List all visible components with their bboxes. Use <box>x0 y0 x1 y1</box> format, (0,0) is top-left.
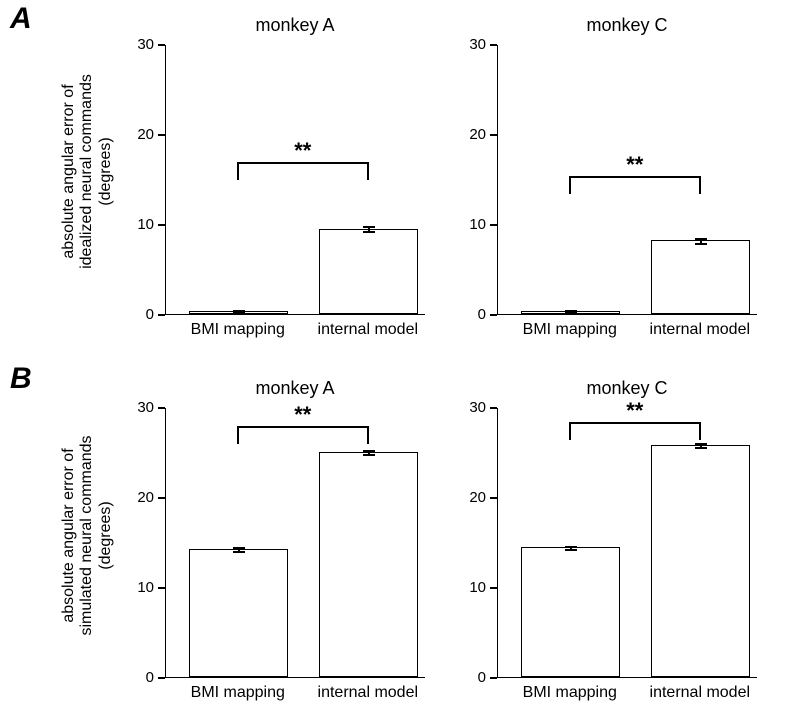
significance-bracket <box>367 426 369 444</box>
ytick <box>490 497 497 499</box>
ytick-label: 20 <box>452 126 486 143</box>
ytick-label: 30 <box>120 399 154 416</box>
ytick <box>490 407 497 409</box>
ytick-label: 30 <box>452 36 486 53</box>
error-cap <box>565 546 577 548</box>
plot-area <box>165 408 425 678</box>
xtick-label: BMI mapping <box>169 684 307 702</box>
significance-label: ** <box>605 398 665 424</box>
error-cap <box>695 447 707 449</box>
bar <box>521 547 620 677</box>
ytick-label: 20 <box>120 126 154 143</box>
ytick-label: 10 <box>120 579 154 596</box>
significance-bracket <box>569 422 571 440</box>
significance-bracket <box>569 176 571 194</box>
error-cap <box>363 450 375 452</box>
bar <box>189 549 288 677</box>
ytick-label: 20 <box>452 489 486 506</box>
ytick-label: 30 <box>120 36 154 53</box>
xtick-label: internal model <box>299 684 437 702</box>
ytick-label: 20 <box>120 489 154 506</box>
panel-label-a: A <box>10 2 32 36</box>
error-cap <box>363 231 375 233</box>
bar <box>651 240 750 314</box>
error-cap <box>565 549 577 551</box>
ytick-label: 0 <box>120 669 154 686</box>
panel-title: monkey A <box>165 378 425 399</box>
error-cap <box>565 312 577 314</box>
error-cap <box>233 312 245 314</box>
panel-title: monkey C <box>497 378 757 399</box>
panel-title: monkey A <box>165 15 425 36</box>
ytick <box>158 587 165 589</box>
ytick <box>490 224 497 226</box>
ytick <box>490 44 497 46</box>
ytick-label: 0 <box>452 669 486 686</box>
bar <box>319 452 418 677</box>
error-cap <box>233 547 245 549</box>
plot-area <box>497 45 757 315</box>
significance-bracket <box>367 162 369 180</box>
panel-title: monkey C <box>497 15 757 36</box>
y-axis-label-row-1: absolute angular error of simulated neur… <box>60 388 115 683</box>
xtick-label: BMI mapping <box>501 321 639 339</box>
ytick <box>158 134 165 136</box>
error-cap <box>695 443 707 445</box>
ytick <box>490 677 497 679</box>
ytick <box>490 587 497 589</box>
plot-area <box>497 408 757 678</box>
xtick-label: internal model <box>631 684 769 702</box>
error-cap <box>363 454 375 456</box>
error-cap <box>695 238 707 240</box>
significance-label: ** <box>273 402 333 428</box>
significance-bracket <box>699 176 701 194</box>
ytick-label: 10 <box>452 216 486 233</box>
ytick-label: 10 <box>452 579 486 596</box>
significance-label: ** <box>605 152 665 178</box>
bar <box>319 229 418 315</box>
error-cap <box>363 226 375 228</box>
ytick <box>158 497 165 499</box>
ytick-label: 0 <box>452 306 486 323</box>
ytick <box>158 224 165 226</box>
y-axis-label-row-0: absolute angular error of idealized neur… <box>60 24 115 319</box>
significance-bracket <box>237 426 239 444</box>
xtick-label: BMI mapping <box>501 684 639 702</box>
panel-label-b: B <box>10 362 32 396</box>
significance-label: ** <box>273 138 333 164</box>
ytick <box>158 44 165 46</box>
ytick <box>490 134 497 136</box>
error-cap <box>233 551 245 553</box>
significance-bracket <box>237 162 239 180</box>
ytick <box>158 314 165 316</box>
ytick <box>158 677 165 679</box>
ytick-label: 30 <box>452 399 486 416</box>
error-cap <box>695 243 707 245</box>
ytick-label: 0 <box>120 306 154 323</box>
xtick-label: internal model <box>631 321 769 339</box>
ytick <box>490 314 497 316</box>
ytick <box>158 407 165 409</box>
plot-area <box>165 45 425 315</box>
significance-bracket <box>699 422 701 440</box>
xtick-label: BMI mapping <box>169 321 307 339</box>
ytick-label: 10 <box>120 216 154 233</box>
bar <box>651 445 750 677</box>
xtick-label: internal model <box>299 321 437 339</box>
